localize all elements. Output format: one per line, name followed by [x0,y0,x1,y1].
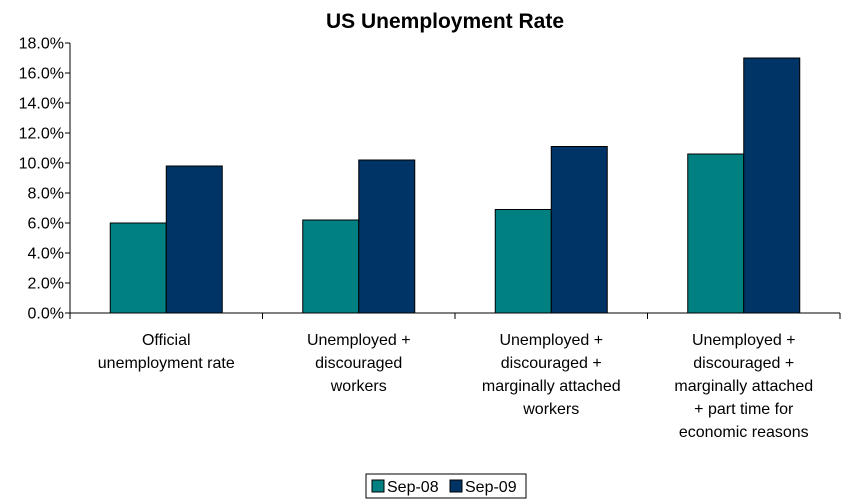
x-category-label: workers [522,401,579,418]
x-category-label: marginally attached [674,378,813,395]
x-category-label: workers [330,378,387,395]
y-tick-label: 10.0% [19,156,64,173]
legend-label: Sep-09 [465,479,517,496]
bar-sep-09 [358,159,416,314]
x-category-label: discouraged + [693,355,794,372]
y-tick-label: 2.0% [28,276,64,293]
x-category-label: unemployment rate [98,355,235,372]
x-category-label: Unemployed + [307,332,411,349]
y-tick-label: 4.0% [28,246,64,263]
y-tick-label: 6.0% [28,216,64,233]
legend-swatch [371,479,385,493]
legend-label: Sep-08 [387,479,439,496]
bar-sep-09 [165,165,223,314]
legend: Sep-08 Sep-09 [365,473,527,499]
x-category-label: Unemployed + [692,332,796,349]
y-tick-label: 0.0% [28,306,64,323]
x-category-label: + part time for [694,401,794,418]
y-axis: 0.0% 2.0% 4.0% 6.0% 8.0% 10.0% 12.0% 14.0% 16.0%… [19,36,71,323]
x-category-label: discouraged + [501,355,602,372]
x-category-label: Official [142,332,191,349]
bar-sep-08 [687,153,745,314]
x-category-label: Unemployed + [499,332,603,349]
y-tick-label: 14.0% [19,96,64,113]
chart-title: US Unemployment Rate [326,10,564,33]
y-tick-label: 12.0% [19,126,64,143]
x-axis: Official unemployment rate Unemployed + dis… [69,312,841,441]
legend-swatch [449,479,463,493]
y-tick-label: 18.0% [19,36,64,53]
bar-sep-08 [302,219,360,314]
y-tick-label: 16.0% [19,66,64,83]
bars-group [109,57,801,314]
bar-sep-08 [494,209,552,314]
y-tick-label: 8.0% [28,186,64,203]
x-category-label: economic reasons [679,424,809,441]
bar-sep-09 [550,146,608,314]
legend-box [365,473,527,499]
bar-sep-08 [109,222,167,314]
x-category-label: discouraged [315,355,402,372]
bar-sep-09 [743,57,801,314]
x-category-label: marginally attached [482,378,621,395]
